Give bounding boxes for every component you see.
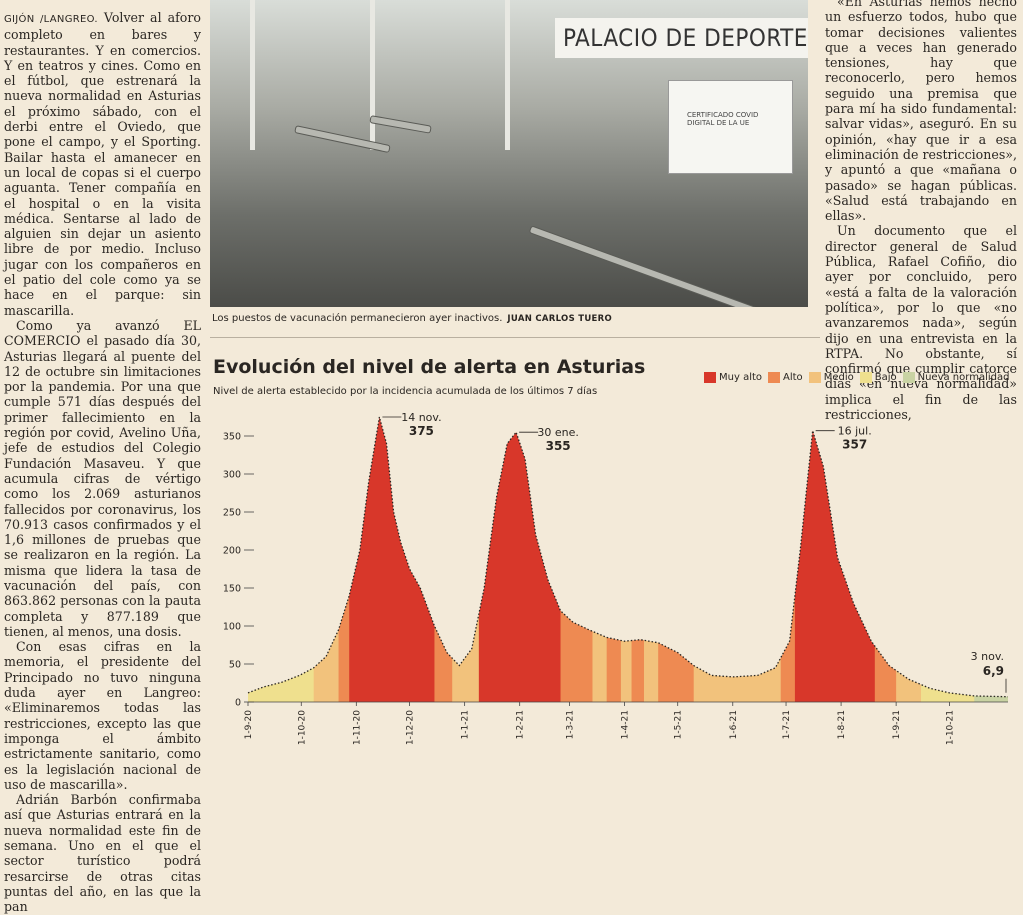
alert-band (620, 417, 633, 702)
alert-band (658, 417, 695, 702)
y-tick-label: 0 (235, 698, 241, 709)
article-paragraph: Como ya avanzó EL COMERCIO el pasado día… (4, 317, 201, 639)
photo-banner: PALACIO DE DEPORTE (555, 18, 808, 58)
photo-credit: JUAN CARLOS TUERO (507, 314, 613, 324)
x-tick-label: 1-3-21 (565, 710, 575, 739)
x-tick-label: 1-12-20 (406, 710, 416, 745)
y-tick-label: 150 (223, 584, 241, 595)
annotation-date: 3 nov. (971, 650, 1004, 663)
legend-label: Medio (823, 372, 854, 383)
article-paragraph: Volver al aforo completo en bares y rest… (4, 10, 201, 318)
legend-label: Alto (783, 372, 803, 383)
legend-item: Nueva normalidad (902, 372, 1010, 383)
legend-label: Nueva normalidad (917, 372, 1010, 383)
alert-band (693, 417, 782, 702)
legend-label: Muy alto (719, 372, 763, 383)
alert-band (592, 417, 608, 702)
y-tick-label: 300 (223, 470, 241, 481)
series-line (247, 416, 1009, 698)
legend-item: Alto (768, 372, 803, 383)
photo-pole (370, 0, 375, 150)
x-tick-label: 1-11-20 (352, 710, 362, 745)
y-tick-label: 100 (223, 622, 241, 633)
alert-band (896, 417, 922, 702)
annotation-date: 14 nov. (401, 411, 441, 424)
article-paragraph: «En Asturias hemos hecho un esfuerzo tod… (825, 0, 1017, 224)
x-tick-label: 1-9-21 (892, 710, 902, 739)
annotation-date: 16 jul. (838, 425, 872, 438)
annotation-date: 30 ene. (537, 426, 579, 439)
x-tick-label: 1-7-21 (782, 710, 792, 739)
x-tick-label: 1-10-21 (945, 710, 955, 745)
alert-band (606, 417, 622, 702)
legend-swatch (768, 372, 781, 383)
alert-level-chart: 0 50 100 150 200 250 300 350 1-9-20 1-10-20 1-11-2… (223, 411, 1009, 745)
x-tick-label: 1-1-21 (461, 710, 471, 739)
alert-band (780, 417, 796, 702)
legend-item: Bajo (859, 372, 897, 383)
photo-pole (505, 0, 510, 150)
annotation-value: 355 (546, 439, 571, 453)
x-tick-label: 1-10-20 (297, 710, 307, 745)
x-tick-label: 1-5-21 (674, 710, 684, 739)
x-tick-label: 1-4-21 (620, 710, 630, 739)
legend-swatch (859, 372, 872, 383)
y-tick-label: 50 (229, 660, 241, 671)
article-paragraph: Adrián Barbón confirmaba así que Asturia… (4, 792, 201, 915)
y-tick-label: 200 (223, 546, 241, 557)
alert-band (338, 417, 350, 702)
alert-band (349, 417, 435, 702)
chart-title: Evolución del nivel de alerta en Asturia… (213, 356, 646, 378)
annotation-value: 357 (842, 438, 867, 452)
x-tick-label: 1-8-21 (837, 710, 847, 739)
annotation-value: 375 (409, 424, 434, 438)
alert-band (874, 417, 897, 702)
article-column-right: «En Asturias hemos hecho un esfuerzo tod… (825, 0, 1017, 422)
alert-band (643, 417, 659, 702)
alert-band (248, 417, 315, 702)
photo-pole (250, 0, 255, 150)
alert-band (920, 417, 975, 702)
x-tick-label: 1-9-20 (244, 710, 254, 740)
article-byline: GIJÓN /LANGREO. (4, 14, 98, 25)
section-divider (210, 337, 820, 338)
chart-legend: Muy alto Alto Medio Bajo Nueva normalidad (704, 372, 1009, 383)
legend-swatch (808, 372, 821, 383)
alert-band (631, 417, 645, 702)
photo-caption: Los puestos de vacunación permanecieron … (212, 313, 613, 324)
legend-swatch (704, 372, 716, 383)
article-paragraph: Un documento que el director general de … (825, 223, 1017, 423)
annotation-value: 6,9 (983, 664, 1004, 678)
alert-bands (248, 417, 1008, 702)
y-tick-label: 250 (223, 508, 241, 519)
y-tick-label: 350 (223, 432, 241, 443)
x-tick-label: 1-2-21 (516, 710, 526, 739)
photo-sign: CERTIFICADO COVID DIGITAL DE LA UE (668, 80, 793, 174)
chart-subtitle: Nivel de alerta establecido por la incid… (213, 386, 598, 397)
legend-item: Medio (808, 372, 854, 383)
legend-swatch (902, 372, 915, 383)
x-tick-label: 1-6-21 (729, 710, 739, 739)
legend-label: Bajo (874, 372, 897, 383)
news-photo: PALACIO DE DEPORTE CERTIFICADO COVID DIG… (210, 0, 808, 307)
legend-item: Muy alto (704, 372, 762, 383)
